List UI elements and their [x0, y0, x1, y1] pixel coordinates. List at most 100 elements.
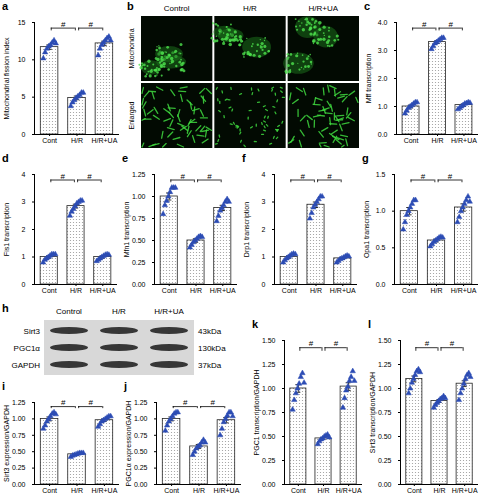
svg-text:#: #: [450, 339, 455, 348]
svg-text:#: #: [210, 398, 215, 407]
svg-text:H/R+UA: H/R+UA: [213, 487, 239, 494]
svg-text:GAPDH: GAPDH: [12, 361, 41, 370]
svg-text:1.0: 1.0: [376, 207, 386, 214]
svg-text:H/R: H/R: [433, 487, 445, 494]
svg-text:37kDa: 37kDa: [198, 361, 222, 370]
svg-text:Sirt3 expression/GAPDH: Sirt3 expression/GAPDH: [3, 405, 11, 482]
svg-text:PGC1α: PGC1α: [14, 344, 41, 353]
svg-text:1.25: 1.25: [12, 399, 26, 406]
svg-text:H/R: H/R: [70, 287, 82, 294]
svg-text:3.0: 3.0: [378, 47, 388, 54]
svg-text:H/R+UA: H/R+UA: [451, 287, 477, 294]
svg-text:5: 5: [22, 93, 26, 100]
svg-text:Mitochondria: Mitochondria: [128, 28, 135, 68]
svg-text:Sirt3: Sirt3: [24, 327, 41, 336]
svg-text:#: #: [88, 398, 93, 407]
svg-text:0.5: 0.5: [376, 244, 386, 251]
svg-text:1.25: 1.25: [262, 361, 276, 368]
svg-text:H/R+UA: H/R+UA: [154, 307, 184, 316]
svg-text:0.50: 0.50: [378, 433, 392, 440]
svg-text:#: #: [207, 172, 212, 181]
svg-text:0: 0: [262, 281, 266, 288]
svg-text:0.00: 0.00: [12, 481, 26, 488]
svg-text:0.50: 0.50: [12, 448, 26, 455]
svg-text:Cont: Cont: [282, 287, 297, 294]
svg-text:#: #: [334, 339, 339, 348]
svg-text:Cont: Cont: [291, 487, 306, 494]
svg-text:0.25: 0.25: [132, 259, 146, 266]
svg-text:130kDa: 130kDa: [198, 344, 226, 353]
svg-text:Cont: Cont: [407, 487, 422, 494]
svg-text:#: #: [448, 20, 453, 29]
svg-text:1.50: 1.50: [262, 337, 276, 344]
svg-text:0.00: 0.00: [134, 481, 148, 488]
svg-text:0: 0: [22, 281, 26, 288]
svg-text:H/R+UA: H/R+UA: [452, 487, 478, 494]
svg-text:H/R+UA: H/R+UA: [91, 487, 117, 494]
svg-text:#: #: [60, 172, 65, 181]
svg-text:1.25: 1.25: [134, 399, 148, 406]
svg-text:H/R: H/R: [112, 307, 126, 316]
svg-text:#: #: [61, 20, 66, 29]
svg-text:0.25: 0.25: [378, 457, 392, 464]
svg-text:PGC1α expression/GAPDH: PGC1α expression/GAPDH: [125, 401, 133, 487]
svg-text:2: 2: [262, 226, 266, 233]
svg-text:Cont: Cont: [42, 287, 57, 294]
svg-text:1.00: 1.00: [134, 415, 148, 422]
svg-text:4: 4: [22, 171, 26, 178]
svg-text:0.00: 0.00: [262, 481, 276, 488]
svg-text:Enlarged: Enlarged: [128, 101, 136, 129]
svg-text:Fis1 transcription: Fis1 transcription: [3, 203, 11, 256]
svg-text:Cont: Cont: [404, 137, 419, 144]
svg-text:43kDa: 43kDa: [198, 327, 222, 336]
svg-text:H/R+UA: H/R+UA: [330, 287, 356, 294]
svg-text:#: #: [88, 20, 93, 29]
svg-text:Cont: Cont: [42, 487, 57, 494]
svg-text:1.25: 1.25: [378, 361, 392, 368]
svg-text:0.75: 0.75: [378, 409, 392, 416]
svg-text:10: 10: [18, 56, 26, 63]
svg-text:Control: Control: [164, 4, 190, 13]
svg-text:0.75: 0.75: [132, 215, 146, 222]
svg-text:Mfn1 transcription: Mfn1 transcription: [123, 202, 131, 258]
svg-text:#: #: [421, 172, 426, 181]
svg-text:#: #: [422, 20, 427, 29]
svg-text:Cont: Cont: [162, 287, 177, 294]
svg-text:2: 2: [22, 226, 26, 233]
svg-text:H/R: H/R: [190, 287, 202, 294]
svg-text:1: 1: [262, 253, 266, 260]
svg-text:Sirt3 transcription/GAPDH: Sirt3 transcription/GAPDH: [369, 372, 377, 453]
svg-text:1.50: 1.50: [378, 337, 392, 344]
svg-text:H/R: H/R: [71, 487, 83, 494]
svg-text:15: 15: [18, 19, 26, 26]
svg-text:H/R+UA: H/R+UA: [91, 137, 117, 144]
svg-text:#: #: [61, 398, 66, 407]
svg-text:Drp1 transcription: Drp1 transcription: [243, 202, 251, 257]
svg-text:1.00: 1.00: [132, 193, 146, 200]
svg-text:2.0: 2.0: [378, 75, 388, 82]
svg-text:Mff transcription: Mff transcription: [365, 54, 373, 104]
svg-text:0.0: 0.0: [376, 281, 386, 288]
svg-text:0.50: 0.50: [132, 237, 146, 244]
svg-text:0.25: 0.25: [262, 457, 276, 464]
svg-text:0: 0: [22, 131, 26, 138]
svg-text:1.25: 1.25: [132, 171, 146, 178]
svg-text:H/R: H/R: [431, 137, 443, 144]
svg-text:0.00: 0.00: [378, 481, 392, 488]
svg-text:0.75: 0.75: [262, 409, 276, 416]
svg-text:H/R: H/R: [71, 137, 83, 144]
svg-text:H/R: H/R: [430, 287, 442, 294]
svg-text:Mitochondrial fission index: Mitochondrial fission index: [3, 37, 10, 120]
svg-text:0.50: 0.50: [262, 433, 276, 440]
svg-text:H/R: H/R: [193, 487, 205, 494]
svg-text:0.25: 0.25: [134, 464, 148, 471]
svg-text:4.0: 4.0: [378, 19, 388, 26]
svg-text:Cont: Cont: [164, 487, 179, 494]
svg-text:PGC1 transcription/GAPDH: PGC1 transcription/GAPDH: [253, 370, 261, 456]
svg-text:#: #: [448, 172, 453, 181]
svg-text:Cont: Cont: [402, 287, 417, 294]
svg-text:Control: Control: [56, 307, 82, 316]
svg-text:1.5: 1.5: [376, 171, 386, 178]
svg-text:H/R+UA: H/R+UA: [336, 487, 362, 494]
svg-text:#: #: [309, 339, 314, 348]
